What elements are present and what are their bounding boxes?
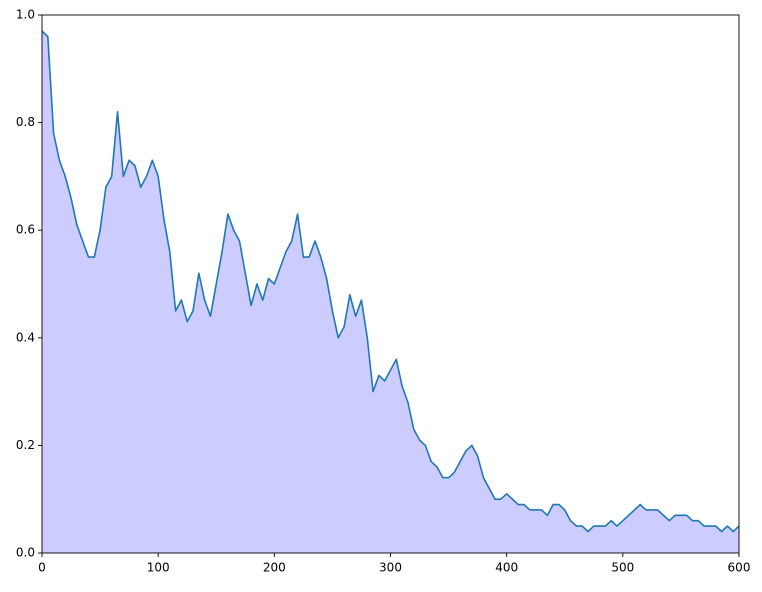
x-tick-label: 100 <box>147 561 170 575</box>
line <box>41 30 740 533</box>
x-tick-label: 0 <box>38 561 46 575</box>
x-tick-label: 600 <box>728 561 751 575</box>
y-tick-label: 0.2 <box>16 438 35 452</box>
y-tick-label: 0.8 <box>16 115 35 129</box>
y-tick-label: 0.6 <box>16 223 35 237</box>
y-tick-label: 1.0 <box>16 8 35 22</box>
x-tick-label: 500 <box>611 561 634 575</box>
x-tick-label: 300 <box>379 561 402 575</box>
y-tick-label: 0.4 <box>16 330 35 344</box>
x-tick-label: 200 <box>263 561 286 575</box>
area-fill <box>42 31 739 553</box>
y-tick-label: 0.0 <box>16 546 35 560</box>
x-tick-label: 400 <box>495 561 518 575</box>
